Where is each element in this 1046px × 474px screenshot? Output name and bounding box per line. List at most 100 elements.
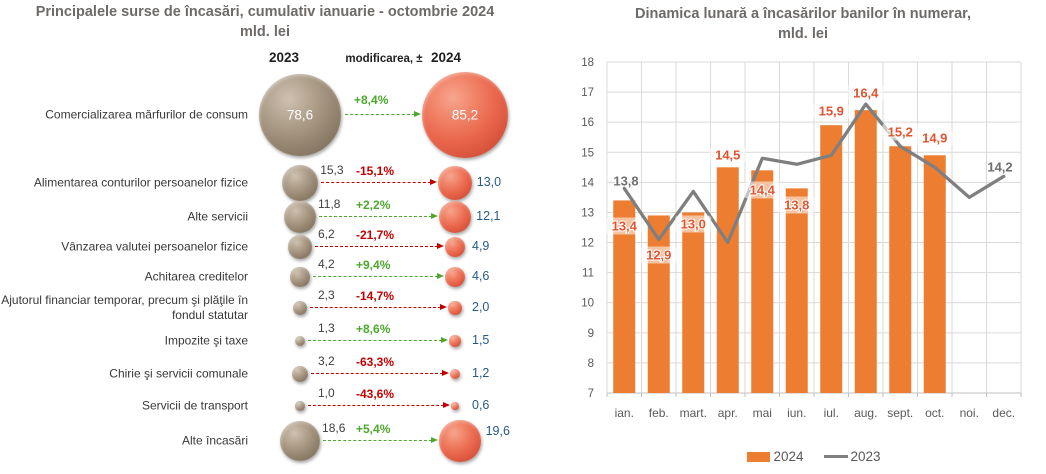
x-axis-label: aug. [854,406,877,420]
value-2024: 1,2 [472,366,490,380]
y-axis-label: 15 [581,147,594,159]
legend-2024-label: 2024 [773,449,804,464]
source-label: Ajutorul financiar temporar, precum şi p… [1,293,248,322]
bar-label-2024: 13,0 [681,217,706,232]
bubble-2023 [294,335,306,347]
legend-2024-swatch [747,451,771,462]
change-percent: -63,3% [356,355,395,369]
source-label: Achitarea creditelor [144,269,248,284]
bubble-2024 [445,267,465,287]
bubble-2023 [284,201,316,233]
x-axis-label: iul. [824,406,839,420]
change-arrow [307,405,445,406]
change-percent: -21,7% [356,228,395,242]
value-2023: 18,6 [322,421,346,435]
bar-2024-mart. [682,212,705,393]
change-percent: +8,6% [356,322,391,336]
change-arrowhead-icon [431,437,439,443]
change-arrow [308,340,443,341]
change-arrowhead-icon [430,179,438,185]
source-label: Impozite şi taxe [164,333,248,348]
x-axis-label: feb. [649,406,669,420]
y-axis-label: 18 [581,57,594,69]
change-arrowhead-icon [430,213,438,219]
y-axis-label: 7 [588,388,594,400]
bar-label-2024: 14,5 [715,148,740,163]
bar-label-bg [882,123,919,141]
value-2023: 3,2 [318,354,335,368]
x-axis-label: mart. [680,406,707,420]
column-header-2024: 2024 [430,50,462,65]
bubble-2024 [449,335,461,347]
value-2024: 13,0 [476,175,502,189]
value-2023: 15,3 [320,163,344,177]
source-label: Vânzarea valutei persoanelor fizice [61,239,248,254]
value-2024: 1,5 [472,333,490,347]
bar-2024-aug. [854,110,877,394]
value-2023: 2,3 [318,288,335,302]
change-arrow [311,373,443,374]
y-axis-label: 8 [588,358,594,370]
bar-label-bg [606,217,643,235]
bubble-2023 [292,300,308,316]
change-percent: -15,1% [356,164,395,178]
value-2024: 4,9 [472,239,490,253]
change-arrow [323,440,433,441]
value-2023: 1,3 [318,321,335,335]
value-2024: 85,2 [451,107,479,123]
change-arrow [321,182,432,183]
change-percent: +5,4% [356,422,391,436]
value-2023: 11,8 [318,197,341,211]
value-2023: 4,2 [318,257,335,271]
column-header-2023: 2023 [268,50,300,65]
legend-2023-label: 2023 [850,449,881,464]
bar-label-bg [709,146,746,164]
bar-label-2024: 12,9 [646,248,671,263]
line-label-2023: 13,8 [613,174,638,189]
bar-2024-feb. [647,215,670,393]
x-axis-label: mai [753,406,772,420]
line-2023 [622,102,1006,245]
bubble-2023 [279,420,321,462]
bubble-2023 [291,365,309,383]
bubble-2024 [448,301,462,315]
x-axis-label: apr. [718,406,738,420]
bar-label-bg [675,215,712,233]
bar-label-2024: 14,9 [922,131,947,146]
value-2024: 12,1 [476,209,501,223]
x-axis-label: iun. [787,406,806,420]
change-arrowhead-icon [443,402,451,408]
bubble-2024 [451,402,459,410]
bar-2024-oct. [923,155,946,393]
right-chart-panel: Dinamica lunară a încasărilor banilor în… [560,0,1046,474]
change-arrow [318,216,432,217]
bar-2024-mai [751,170,774,393]
bubble-2024 [438,200,472,234]
bubble-2024 [422,72,508,158]
bubble-2023 [290,267,310,287]
value-2024: 2,0 [472,300,490,314]
value-2023: 1,0 [318,386,335,400]
bar-label-bg [744,181,781,199]
value-2023: 6,2 [318,227,335,241]
bar-2024-sept. [889,146,912,393]
bar-label-bg [847,84,884,102]
x-axis-label: ian. [615,406,634,420]
bar-2024-apr. [716,167,739,393]
y-axis-label: 12 [581,238,594,250]
bubble-2024 [438,166,472,200]
bar-label-2024: 13,4 [612,219,638,234]
change-arrowhead-icon [414,111,422,117]
change-percent: -43,6% [356,387,395,401]
change-arrowhead-icon [437,273,445,279]
bar-label-bg [813,102,850,120]
left-chart-subtitle: mld. lei [240,24,290,40]
y-axis-label: 9 [588,328,594,340]
bubble-2023 [288,235,312,259]
y-axis-label: 11 [582,268,594,280]
line-label-2023: 14,2 [987,160,1012,175]
change-percent: +8,4% [354,93,389,107]
change-arrowhead-icon [436,243,444,249]
bubble-2023 [281,164,319,202]
